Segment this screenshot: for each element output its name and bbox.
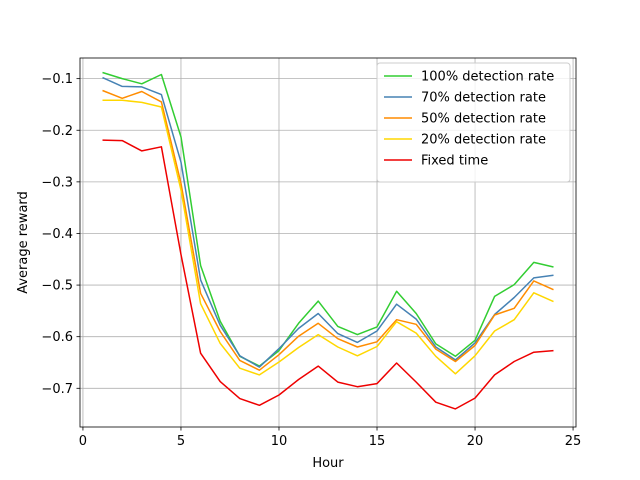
axis-ticks: 0 5 10 15 20 25 −0.7 −0.6 −0.5 −0.4 −0.3 −0.2 −0.1: [41, 72, 581, 449]
x-tick-label: 5: [177, 434, 185, 449]
y-tick-label: −0.7: [41, 382, 73, 397]
x-tick-label: 25: [565, 434, 582, 449]
x-tick-label: 15: [369, 434, 386, 449]
series-line-0: [102, 71, 554, 367]
series-line-2: [102, 89, 554, 371]
plot-frame: [79, 57, 577, 428]
y-axis-label: Average reward: [16, 191, 31, 294]
x-axis-label: Hour: [312, 456, 344, 471]
series-lines: [102, 71, 554, 410]
y-tick-label: −0.1: [41, 72, 73, 87]
legend-label: 100% detection rate: [421, 70, 554, 85]
y-tick-label: −0.5: [41, 279, 73, 294]
x-tick-label: 20: [467, 434, 484, 449]
legend-label: 70% detection rate: [421, 91, 546, 106]
legend-label: Fixed time: [421, 154, 488, 169]
y-tick-label: −0.6: [41, 330, 73, 345]
y-tick-label: −0.3: [41, 175, 73, 190]
y-tick-label: −0.4: [41, 227, 73, 242]
legend-label: 50% detection rate: [421, 112, 546, 127]
series-line-3: [102, 99, 554, 376]
legend-box: [376, 62, 571, 183]
legend: 100% detection rate 70% detection rate 50%…: [376, 62, 571, 183]
legend-label: 20% detection rate: [421, 133, 546, 148]
series-line-1: [102, 76, 554, 368]
x-tick-label: 10: [271, 434, 288, 449]
x-tick-label: 0: [79, 434, 87, 449]
series-line-4: [102, 139, 554, 410]
y-tick-label: −0.2: [41, 124, 73, 139]
